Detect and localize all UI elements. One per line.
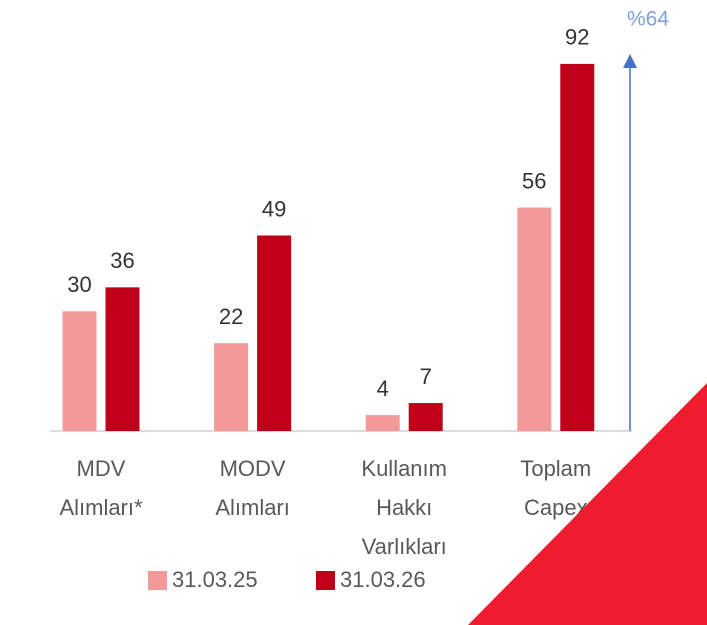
x-tick-label: MODV <box>220 456 286 481</box>
bar <box>365 415 400 431</box>
value-label: 22 <box>219 304 243 329</box>
value-label: 92 <box>565 25 589 50</box>
x-tick-label: Varlıkları <box>362 534 447 559</box>
x-tick-label: MDV <box>77 456 126 481</box>
bar <box>62 311 97 431</box>
bar <box>257 235 292 431</box>
bar <box>105 287 140 431</box>
bar <box>214 343 249 431</box>
value-label: 36 <box>110 248 134 273</box>
plot: 30 36 MDV Alımları* 22 49 MODV Alımları 4 7 Kullan… <box>50 8 669 592</box>
bar <box>408 403 443 431</box>
bar <box>560 63 595 432</box>
legend-swatch <box>148 571 167 590</box>
value-label: 49 <box>262 196 286 221</box>
legend-label: 31.03.25 <box>172 567 258 592</box>
bar <box>517 207 552 431</box>
x-tick-label: Kullanım <box>361 456 447 481</box>
x-tick-label: Toplam <box>520 456 591 481</box>
value-label: 4 <box>377 376 389 401</box>
x-tick-label: Alımları* <box>59 495 143 520</box>
value-label: 56 <box>522 168 546 193</box>
legend-label: 31.03.26 <box>340 567 426 592</box>
arrow-head <box>623 54 637 68</box>
decoration-triangle <box>468 383 707 625</box>
value-label: 7 <box>420 364 432 389</box>
x-tick-label: Hakkı <box>376 495 432 520</box>
legend-swatch <box>316 571 335 590</box>
annotation: %64 <box>627 8 669 31</box>
value-label: 30 <box>67 272 91 297</box>
x-tick-label: Alımları <box>215 495 290 520</box>
